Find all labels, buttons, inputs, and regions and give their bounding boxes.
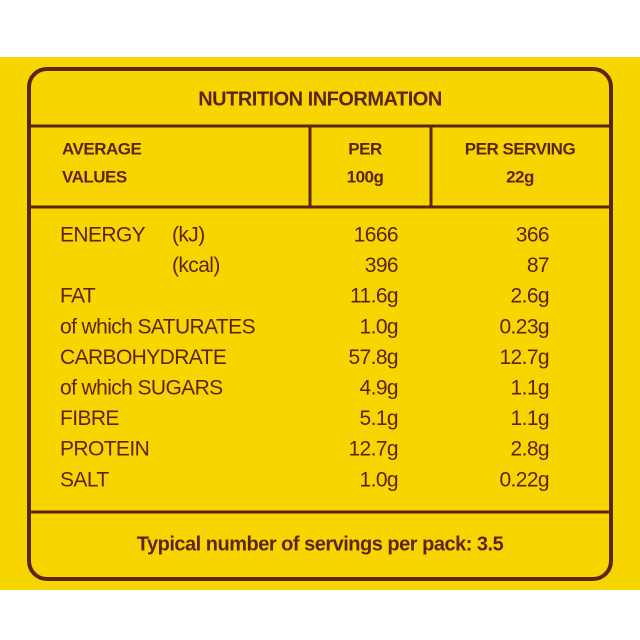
per-100g-value: 12.7g [348,438,398,461]
per-serving-value: 0.23g [499,315,549,338]
header-cell: AVERAGE [62,139,141,158]
per-100g-value: 5.1g [360,407,398,430]
per-serving-value: 1.1g [511,377,549,400]
header-cell: PER SERVING [465,139,576,158]
row-label: FIBRE [60,407,119,430]
header-cell: PER [348,139,382,158]
border [27,67,613,581]
per-serving-value: 1.1g [511,407,549,430]
per-serving-value: 87 [527,254,549,277]
per-100g-value: 11.6g [350,285,398,308]
row-label: FAT [60,285,96,308]
per-100g-value: 1.0g [360,315,398,338]
per-100g-value: 1.0g [360,468,398,491]
per-100g-value: 396 [365,254,398,277]
background [0,57,640,590]
row-label: of which SUGARS [60,377,223,400]
row-label: CARBOHYDRATE [60,346,227,369]
row-label: PROTEIN [60,438,149,461]
per-100g-value: 4.9g [360,377,398,400]
per-100g-value: 57.8g [348,346,398,369]
row-label: SALT [60,468,109,491]
per-serving-value: 2.6g [511,285,549,308]
per-serving-value: 0.22g [499,468,549,491]
footer: Typical number of servings per pack: 3.5 [137,533,504,555]
row-label: of which SATURATES [60,315,256,338]
row-unit: (kcal) [172,254,220,277]
header-cell: VALUES [62,167,127,186]
header-cell: 100g [347,167,384,186]
per-serving-value: 366 [516,224,549,247]
per-serving-value: 12.7g [499,346,549,369]
row-label: ENERGY [60,224,146,247]
header-cell: 22g [506,167,534,186]
per-100g-value: 1666 [354,224,398,247]
per-serving-value: 2.8g [511,438,549,461]
title: NUTRITION INFORMATION [198,88,442,110]
row-unit: (kJ) [172,224,205,247]
